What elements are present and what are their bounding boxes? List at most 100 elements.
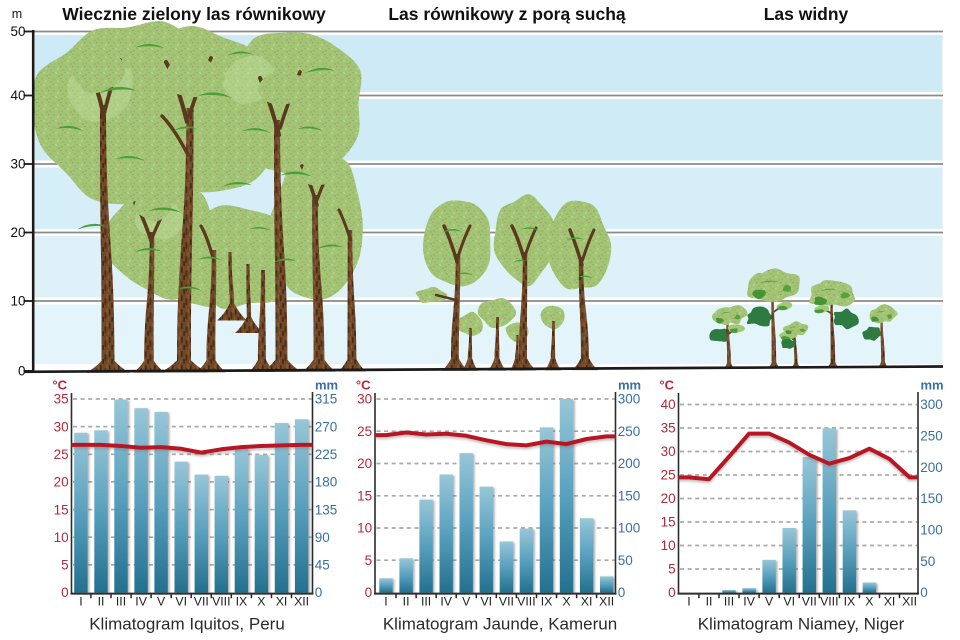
- svg-text:X: X: [257, 594, 265, 608]
- svg-text:I: I: [687, 594, 690, 608]
- svg-text:V: V: [462, 594, 471, 608]
- svg-text:I: I: [79, 594, 82, 608]
- svg-text:XI: XI: [581, 594, 593, 608]
- svg-text:0: 0: [18, 364, 26, 379]
- svg-text:10: 10: [54, 530, 69, 545]
- svg-text:15: 15: [54, 502, 69, 517]
- svg-text:225: 225: [315, 447, 338, 462]
- svg-text:II: II: [403, 594, 410, 608]
- svg-text:20: 20: [661, 491, 676, 506]
- svg-text:IV: IV: [135, 594, 147, 608]
- svg-text:10: 10: [357, 521, 372, 536]
- svg-text:50: 50: [10, 24, 25, 39]
- svg-text:270: 270: [315, 419, 338, 434]
- svg-text:15: 15: [357, 488, 372, 503]
- svg-text:250: 250: [618, 424, 641, 439]
- svg-text:XI: XI: [276, 594, 288, 608]
- svg-text:20: 20: [357, 456, 372, 471]
- svg-text:5: 5: [61, 558, 69, 573]
- svg-text:200: 200: [618, 456, 641, 471]
- svg-text:300: 300: [618, 392, 641, 407]
- svg-text:Klimatogram Iquitos, Peru: Klimatogram Iquitos, Peru: [89, 615, 285, 634]
- svg-text:Wiecznie zielony las równikowy: Wiecznie zielony las równikowy: [62, 4, 326, 24]
- svg-text:150: 150: [618, 488, 641, 503]
- svg-text:VI: VI: [175, 594, 187, 608]
- svg-text:X: X: [562, 594, 570, 608]
- svg-text:150: 150: [920, 491, 943, 506]
- svg-text:0: 0: [668, 585, 676, 600]
- svg-text:0: 0: [61, 585, 69, 600]
- svg-text:300: 300: [920, 397, 943, 412]
- svg-text:VI: VI: [480, 594, 492, 608]
- svg-text:25: 25: [54, 447, 69, 462]
- svg-text:90: 90: [315, 530, 330, 545]
- svg-text:X: X: [865, 594, 873, 608]
- svg-text:VII: VII: [499, 594, 514, 608]
- svg-text:45: 45: [315, 558, 330, 573]
- svg-text:I: I: [384, 594, 387, 608]
- svg-text:10: 10: [10, 294, 25, 309]
- svg-text:10: 10: [661, 538, 676, 553]
- svg-text:15: 15: [661, 515, 676, 530]
- svg-text:III: III: [724, 594, 734, 608]
- svg-text:II: II: [98, 594, 105, 608]
- svg-text:VII: VII: [802, 594, 817, 608]
- svg-text:0: 0: [920, 585, 928, 600]
- svg-text:25: 25: [357, 424, 372, 439]
- svg-text:100: 100: [920, 523, 943, 538]
- svg-text:30: 30: [54, 419, 69, 434]
- svg-text:40: 40: [661, 397, 676, 412]
- svg-text:250: 250: [920, 429, 943, 444]
- svg-text:XII: XII: [599, 594, 614, 608]
- svg-text:II: II: [706, 594, 713, 608]
- svg-text:0: 0: [315, 585, 323, 600]
- svg-text:30: 30: [10, 157, 25, 172]
- svg-text:135: 135: [315, 502, 338, 517]
- svg-text:50: 50: [920, 554, 935, 569]
- svg-text:IX: IX: [236, 594, 248, 608]
- svg-text:XII: XII: [902, 594, 917, 608]
- svg-text:°C: °C: [659, 378, 674, 393]
- svg-text:V: V: [765, 594, 774, 608]
- svg-text:180: 180: [315, 475, 338, 490]
- svg-text:XII: XII: [294, 594, 309, 608]
- svg-text:0: 0: [365, 585, 373, 600]
- svg-text:0: 0: [618, 585, 626, 600]
- svg-text:IV: IV: [440, 594, 452, 608]
- svg-text:Klimatogram Jaunde, Kamerun: Klimatogram Jaunde, Kamerun: [383, 615, 617, 634]
- svg-text:mm: mm: [618, 378, 641, 393]
- svg-text:mm: mm: [921, 378, 944, 393]
- svg-text:200: 200: [920, 460, 943, 475]
- svg-text:35: 35: [54, 392, 69, 407]
- svg-text:°C: °C: [52, 378, 67, 393]
- svg-text:VIII: VIII: [212, 594, 230, 608]
- svg-text:35: 35: [661, 421, 676, 436]
- svg-text:III: III: [421, 594, 431, 608]
- svg-text:100: 100: [618, 521, 641, 536]
- svg-text:mm: mm: [315, 378, 338, 393]
- svg-text:5: 5: [365, 553, 373, 568]
- svg-text:VIII: VIII: [517, 594, 535, 608]
- svg-text:Las równikowy z porą suchą: Las równikowy z porą suchą: [388, 4, 626, 24]
- svg-text:IX: IX: [844, 594, 856, 608]
- svg-text:°C: °C: [356, 378, 371, 393]
- svg-text:Las widny: Las widny: [764, 4, 849, 24]
- svg-text:50: 50: [618, 553, 633, 568]
- svg-text:VII: VII: [194, 594, 209, 608]
- svg-text:30: 30: [357, 392, 372, 407]
- svg-text:VIII: VIII: [820, 594, 838, 608]
- svg-text:XI: XI: [884, 594, 896, 608]
- svg-text:Klimatogram Niamey, Niger: Klimatogram Niamey, Niger: [698, 615, 905, 634]
- svg-text:20: 20: [10, 225, 25, 240]
- svg-text:20: 20: [54, 475, 69, 490]
- svg-text:V: V: [157, 594, 166, 608]
- svg-text:315: 315: [315, 392, 338, 407]
- svg-text:30: 30: [661, 444, 676, 459]
- svg-text:IV: IV: [743, 594, 755, 608]
- svg-text:III: III: [116, 594, 126, 608]
- svg-text:VI: VI: [783, 594, 795, 608]
- svg-text:5: 5: [668, 562, 676, 577]
- svg-text:IX: IX: [541, 594, 553, 608]
- svg-text:40: 40: [10, 88, 25, 103]
- svg-text:25: 25: [661, 468, 676, 483]
